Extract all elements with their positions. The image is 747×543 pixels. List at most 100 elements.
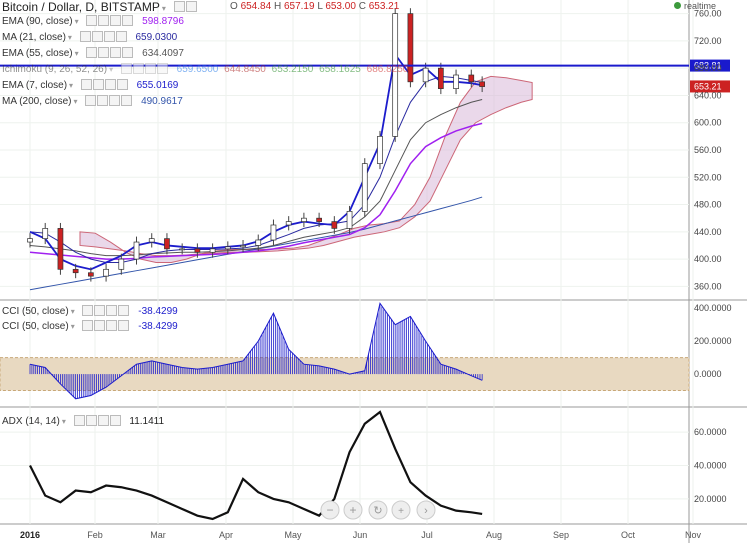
chevron-down-icon[interactable]: ▾ bbox=[67, 33, 72, 42]
candle-body bbox=[392, 13, 399, 137]
settings-icon[interactable] bbox=[106, 319, 118, 331]
help-icon[interactable] bbox=[73, 414, 85, 426]
legend-ma21[interactable]: MA (21, close) ▾ 659.0300 bbox=[2, 30, 178, 43]
hide-icon[interactable] bbox=[98, 46, 110, 58]
hide-icon[interactable] bbox=[92, 78, 104, 90]
ema55-value: 634.4097 bbox=[142, 48, 184, 59]
help-icon[interactable] bbox=[86, 14, 98, 26]
close-icon[interactable] bbox=[115, 30, 127, 42]
hide-icon[interactable] bbox=[132, 62, 144, 74]
price-tag-bg bbox=[690, 80, 730, 93]
candle-body bbox=[42, 228, 49, 239]
ichimoku-cloud bbox=[79, 75, 533, 263]
ma200-value: 490.9617 bbox=[141, 96, 183, 107]
chevron-down-icon[interactable]: ▾ bbox=[109, 65, 114, 74]
hide-icon[interactable] bbox=[97, 94, 109, 106]
hide-icon[interactable] bbox=[94, 304, 106, 316]
cci-axis-tick: 200.0000 bbox=[694, 336, 732, 346]
price-axis-tick: 360.00 bbox=[694, 281, 722, 291]
realtime-dot-icon bbox=[674, 2, 681, 9]
help-icon[interactable] bbox=[80, 78, 92, 90]
adx-line bbox=[29, 410, 483, 521]
chevron-down-icon[interactable]: ▾ bbox=[70, 322, 75, 331]
candles[interactable] bbox=[27, 8, 485, 282]
settings-icon[interactable] bbox=[174, 1, 186, 13]
candle-body bbox=[301, 217, 307, 222]
candle-body bbox=[72, 268, 79, 274]
candle-body bbox=[468, 74, 475, 83]
help-icon[interactable] bbox=[120, 62, 132, 74]
realtime-label: realtime bbox=[684, 1, 717, 11]
price-axis-tick: 680.00 bbox=[694, 63, 722, 73]
price-axis-tick: 640.00 bbox=[694, 90, 722, 100]
ema7-value: 655.0169 bbox=[136, 80, 179, 91]
add-icon[interactable] bbox=[186, 1, 198, 13]
settings-icon[interactable] bbox=[110, 14, 122, 26]
price-lines: 683.81 653.21 bbox=[0, 59, 730, 93]
hide-icon[interactable] bbox=[94, 319, 106, 331]
close-icon[interactable] bbox=[118, 304, 130, 316]
hide-icon[interactable] bbox=[91, 30, 103, 42]
time-axis-label: Nov bbox=[685, 530, 702, 540]
help-icon[interactable] bbox=[79, 30, 91, 42]
settings-icon[interactable] bbox=[110, 46, 122, 58]
legend-ema90[interactable]: EMA (90, close) ▾ 598.8796 bbox=[2, 14, 184, 27]
time-axis-label: Jun bbox=[353, 530, 368, 540]
hide-icon[interactable] bbox=[85, 414, 97, 426]
symbol-title[interactable]: Bitcoin / Dollar, D, BITSTAMP ▾ bbox=[2, 0, 198, 14]
help-icon[interactable] bbox=[82, 319, 94, 331]
chevron-down-icon[interactable]: ▾ bbox=[61, 417, 66, 426]
chevron-down-icon[interactable]: ▾ bbox=[69, 81, 74, 90]
scroll-left-button[interactable] bbox=[391, 500, 411, 520]
settings-icon[interactable] bbox=[103, 30, 115, 42]
legend-ema7[interactable]: EMA (7, close) ▾ 655.0169 bbox=[2, 78, 179, 91]
price-axis-tick: 600.00 bbox=[694, 118, 722, 128]
close-icon[interactable] bbox=[122, 14, 134, 26]
settings-icon[interactable] bbox=[109, 94, 121, 106]
close-icon[interactable] bbox=[116, 78, 128, 90]
svg-text:›: › bbox=[424, 505, 428, 517]
settings-icon[interactable] bbox=[106, 304, 118, 316]
chevron-down-icon[interactable]: ▾ bbox=[74, 49, 79, 58]
legend-ichimoku[interactable]: Ichimoku (9, 26, 52, 26) ▾ 659.6500 644.8… bbox=[2, 62, 409, 75]
settings-icon[interactable] bbox=[97, 414, 109, 426]
price-axis-tick: 440.00 bbox=[694, 227, 722, 237]
close-icon[interactable] bbox=[122, 46, 134, 58]
settings-icon[interactable] bbox=[104, 78, 116, 90]
ohlc-readout: O 654.84 H 657.19 L 653.00 C 653.21 bbox=[230, 1, 400, 12]
candle-body bbox=[346, 211, 353, 229]
cci2-value: -38.4299 bbox=[138, 321, 178, 332]
ichimoku-value-2: 644.8450 bbox=[224, 64, 266, 75]
cci-axis-tick: 400.0000 bbox=[694, 303, 732, 313]
close-icon[interactable] bbox=[156, 62, 168, 74]
adx-value: 11.1411 bbox=[129, 416, 165, 427]
legend-cci-2[interactable]: CCI (50, close) ▾ -38.4299 bbox=[2, 319, 178, 332]
legend-ema55[interactable]: EMA (55, close) ▾ 634.4097 bbox=[2, 46, 184, 59]
close-icon[interactable] bbox=[121, 94, 133, 106]
close-icon[interactable] bbox=[109, 414, 121, 426]
chevron-down-icon[interactable]: ▾ bbox=[70, 307, 75, 316]
chevron-down-icon[interactable]: ▾ bbox=[74, 17, 79, 26]
svg-text:−: − bbox=[326, 503, 333, 517]
zoom-in-button[interactable] bbox=[343, 500, 363, 520]
help-icon[interactable] bbox=[85, 94, 97, 106]
zoom-out-button[interactable] bbox=[320, 500, 340, 520]
price-axis-tick: 720.00 bbox=[694, 36, 722, 46]
chevron-down-icon[interactable]: ▾ bbox=[73, 97, 78, 106]
open-value: 654.84 bbox=[240, 1, 272, 12]
realtime-badge: realtime bbox=[674, 1, 716, 11]
close-icon[interactable] bbox=[118, 319, 130, 331]
ichimoku-value-1: 659.6500 bbox=[176, 64, 219, 75]
scroll-right-button[interactable] bbox=[416, 500, 436, 520]
hide-icon[interactable] bbox=[98, 14, 110, 26]
legend-adx[interactable]: ADX (14, 14) ▾ 11.1411 bbox=[2, 414, 165, 427]
help-icon[interactable] bbox=[86, 46, 98, 58]
legend-ma200[interactable]: MA (200, close) ▾ 490.9617 bbox=[2, 94, 183, 107]
time-axis-label: 2016 bbox=[20, 530, 40, 540]
legend-cci-1[interactable]: CCI (50, close) ▾ -38.4299 bbox=[2, 304, 178, 317]
symbol-controls bbox=[173, 0, 198, 14]
reset-button[interactable] bbox=[368, 500, 388, 520]
chevron-down-icon[interactable]: ▾ bbox=[161, 4, 166, 13]
settings-icon[interactable] bbox=[144, 62, 156, 74]
help-icon[interactable] bbox=[82, 304, 94, 316]
